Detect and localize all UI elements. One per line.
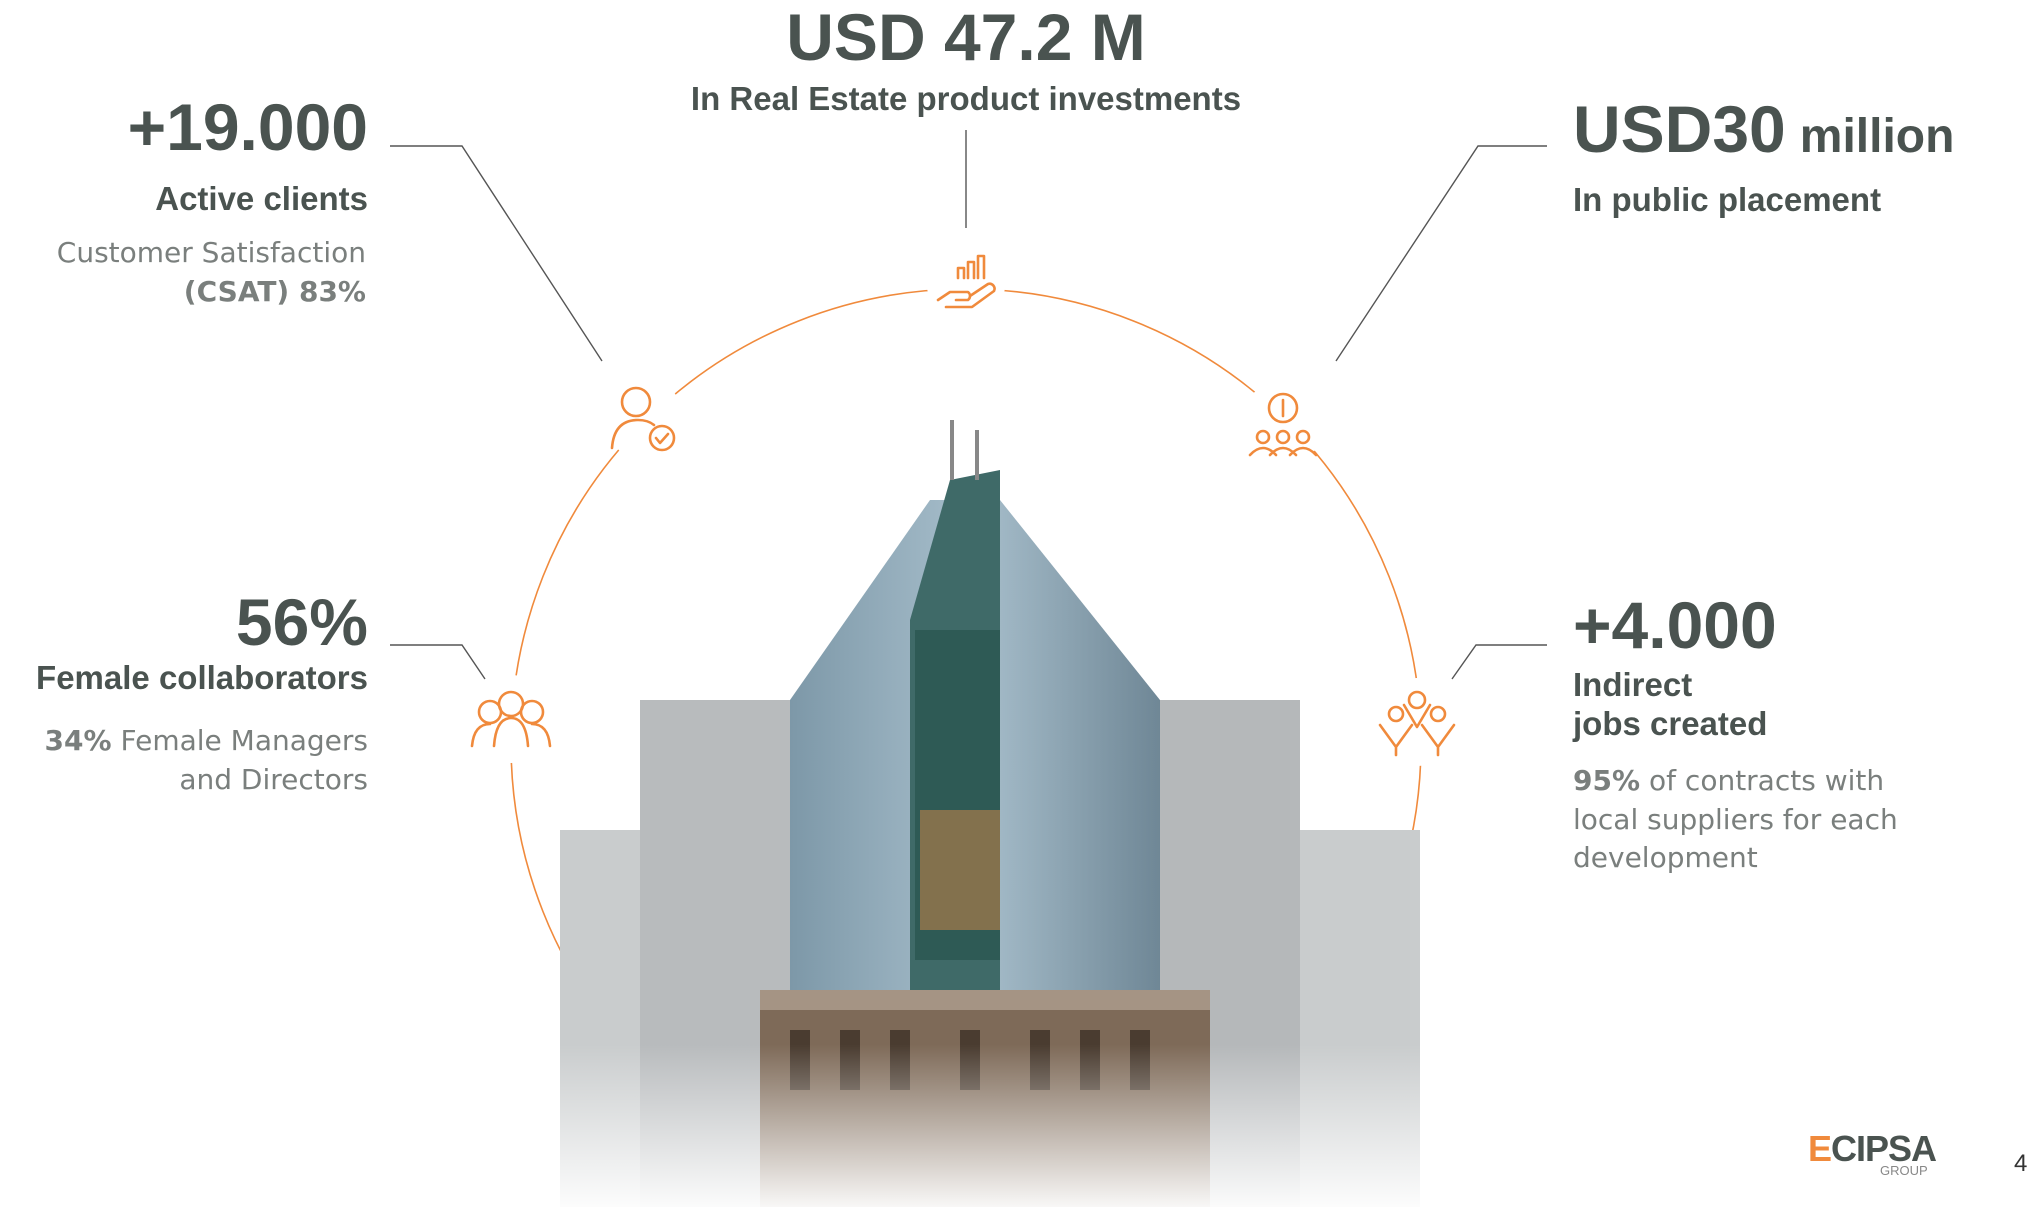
stat-value: USD 47.2 M (786, 0, 1145, 74)
stat-note-text: Female Managers (121, 724, 368, 757)
stat-note: 95% of contracts with (1573, 764, 1884, 797)
stat-unit: million (1800, 110, 1955, 163)
stat-note: development (1573, 841, 1758, 874)
stat-note: (CSAT) 83% (184, 275, 366, 308)
stat-note-bold: 34% (45, 724, 112, 757)
stat-label: Female collaborators (36, 659, 368, 696)
stat-note: local suppliers for each (1573, 803, 1898, 836)
stat-note: 34% Female Managers (45, 724, 369, 757)
stat-label: Active clients (155, 180, 368, 217)
stat-note-bold: 95% (1573, 764, 1640, 797)
stat-value: +19.000 (128, 90, 368, 164)
stat-note: Customer Satisfaction (57, 236, 366, 269)
stat-label: Indirect (1573, 666, 1692, 703)
connector-lines (390, 130, 1547, 680)
stat-value: 56% (236, 585, 368, 659)
stat-value: +4.000 (1573, 588, 1777, 662)
icons (467, 240, 1461, 766)
stat-label: In Real Estate product investments (691, 80, 1241, 117)
logo: ECIPSA (1808, 1128, 1937, 1169)
page-number: 4 (2014, 1150, 2028, 1177)
stat-value: USD30 (1573, 92, 1786, 166)
stat-note-bold: (CSAT) 83% (184, 275, 366, 308)
stat-note: and Directors (179, 763, 368, 796)
stat-label: jobs created (1572, 705, 1767, 742)
stat-label: In public placement (1573, 181, 1881, 218)
stat-value: USD30 million (1573, 92, 1954, 166)
building (500, 420, 1440, 1207)
stat-note-text: of contracts with (1649, 764, 1884, 797)
logo-sub: GROUP (1880, 1163, 1928, 1178)
